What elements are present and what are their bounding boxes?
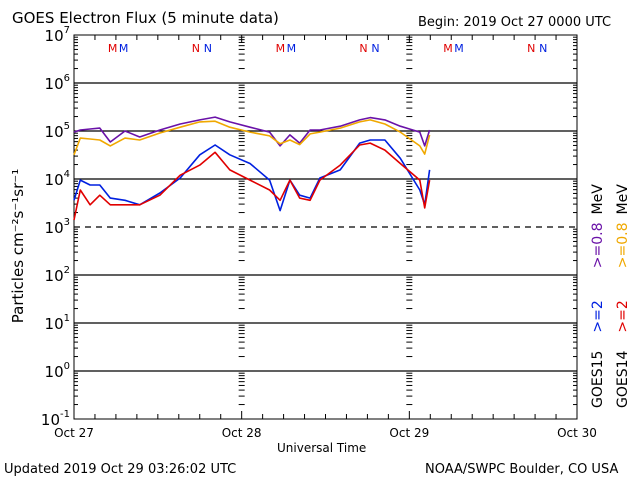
series-line-goes14-2mev bbox=[73, 142, 431, 221]
legend-energy-2: >=2 bbox=[590, 300, 606, 332]
legend-column-goes14: GOES14 >=2 >=0.8 MeV bbox=[615, 184, 631, 408]
chart-title: GOES Electron Flux (5 minute data) bbox=[12, 9, 279, 27]
day-marker-n: N bbox=[371, 42, 379, 55]
legend-energy-0p8: >=0.8 bbox=[590, 222, 606, 268]
series-line-goes14-0p8mev bbox=[73, 119, 431, 156]
legend-unit: MeV bbox=[615, 184, 631, 215]
x-tick-label: Oct 29 bbox=[389, 426, 429, 440]
legend-energy-0p8: >=0.8 bbox=[615, 222, 631, 268]
plot-frame bbox=[73, 34, 578, 420]
y-tick-exponent: 3 bbox=[64, 217, 70, 228]
y-tick-label: 105 bbox=[45, 121, 70, 141]
y-tick-exponent: 5 bbox=[64, 121, 70, 132]
x-tick-label: Oct 30 bbox=[557, 426, 597, 440]
day-marker-n: N bbox=[192, 42, 200, 55]
day-marker-m: M bbox=[443, 42, 453, 55]
y-tick-base: 10 bbox=[45, 267, 64, 285]
credit-label: NOAA/SWPC Boulder, CO USA bbox=[425, 462, 619, 477]
x-axis-label: Universal Time bbox=[277, 441, 367, 455]
series-line-goes15-2mev bbox=[73, 139, 431, 212]
day-marker-m: M bbox=[119, 42, 128, 55]
day-marker-n: N bbox=[359, 42, 367, 55]
series-line-goes15-0p8mev bbox=[73, 116, 431, 147]
legend-text: GOES15 >=2 >=0.8 MeV bbox=[590, 184, 606, 408]
day-marker-n: N bbox=[539, 42, 547, 55]
legend-energy-2: >=2 bbox=[615, 300, 631, 332]
y-tick-label: 102 bbox=[45, 265, 70, 285]
legend-satellite: GOES15 bbox=[590, 351, 606, 408]
y-tick-exponent: 1 bbox=[64, 313, 70, 324]
day-marker-m: M bbox=[287, 42, 297, 55]
x-tick-label: Oct 28 bbox=[222, 426, 262, 440]
day-marker-m: M bbox=[276, 42, 286, 55]
begin-label: Begin: 2019 Oct 27 0000 UTC bbox=[418, 15, 612, 30]
y-tick-label: 107 bbox=[45, 25, 70, 45]
day-marker-m: M bbox=[108, 42, 118, 55]
y-tick-label: 101 bbox=[45, 313, 70, 333]
day-marker-n: N bbox=[527, 42, 535, 55]
legend-column-goes15: GOES15 >=2 >=0.8 MeV bbox=[590, 184, 606, 408]
legend-unit: MeV bbox=[590, 184, 606, 215]
y-tick-exponent: 6 bbox=[64, 73, 70, 84]
y-tick-label: 103 bbox=[45, 217, 70, 237]
y-tick-label: 106 bbox=[45, 73, 70, 93]
day-marker-m: M bbox=[454, 42, 464, 55]
y-tick-base: 10 bbox=[45, 363, 64, 381]
y-tick-base: 10 bbox=[45, 75, 64, 93]
day-marker-n: N bbox=[204, 42, 212, 55]
updated-timestamp: Updated 2019 Oct 29 03:26:02 UTC bbox=[4, 462, 237, 477]
y-tick-base: 10 bbox=[41, 411, 60, 429]
legend-satellite: GOES14 bbox=[615, 350, 631, 408]
x-tick-label: Oct 27 bbox=[54, 426, 94, 440]
y-tick-base: 10 bbox=[45, 219, 64, 237]
y-tick-base: 10 bbox=[45, 123, 64, 141]
y-tick-base: 10 bbox=[45, 315, 64, 333]
y-tick-exponent: 2 bbox=[64, 265, 70, 276]
y-tick-exponent: -1 bbox=[60, 409, 70, 420]
y-tick-label: 104 bbox=[45, 169, 70, 189]
y-tick-label: 100 bbox=[45, 361, 70, 381]
y-tick-base: 10 bbox=[45, 171, 64, 189]
y-tick-base: 10 bbox=[45, 27, 64, 45]
y-tick-label: 10-1 bbox=[41, 409, 70, 429]
y-tick-exponent: 0 bbox=[64, 361, 70, 372]
y-tick-exponent: 4 bbox=[64, 169, 70, 180]
legend-text: GOES14 >=2 >=0.8 MeV bbox=[615, 184, 631, 408]
y-tick-exponent: 7 bbox=[64, 25, 70, 36]
